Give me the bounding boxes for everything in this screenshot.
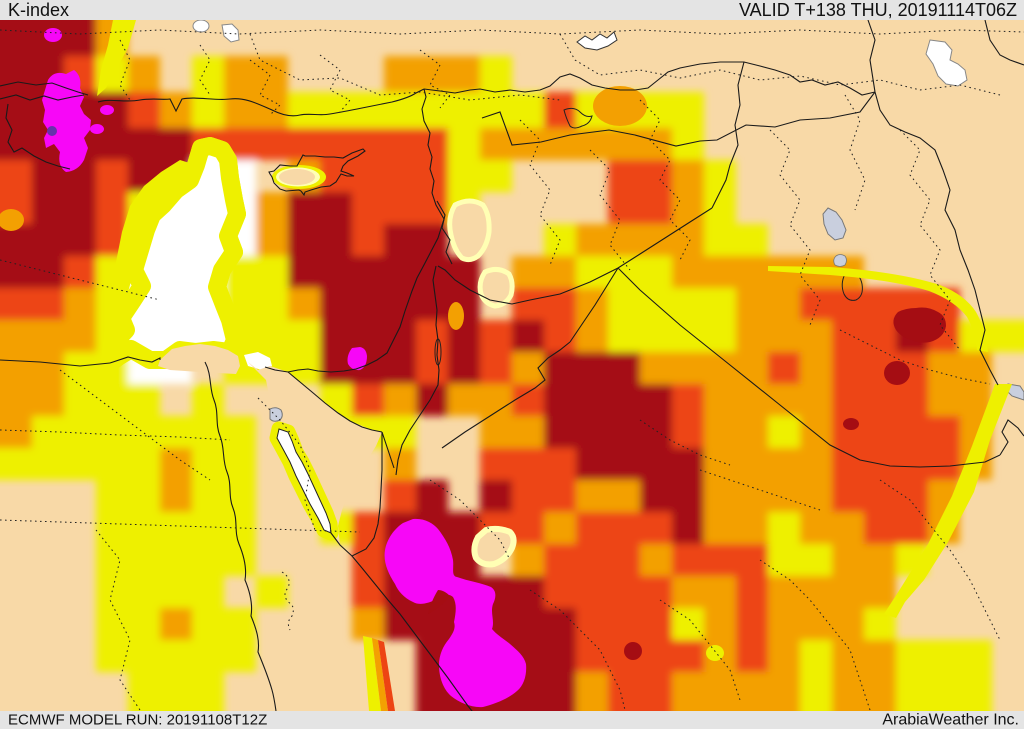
svg-text:ArabiaWeather Inc.: ArabiaWeather Inc. (882, 712, 1019, 729)
svg-text:K-index: K-index (8, 0, 69, 20)
svg-text:VALID T+138 THU, 20191114T06Z: VALID T+138 THU, 20191114T06Z (739, 0, 1017, 20)
svg-text:ECMWF MODEL RUN: 20191108T12Z: ECMWF MODEL RUN: 20191108T12Z (8, 712, 267, 729)
